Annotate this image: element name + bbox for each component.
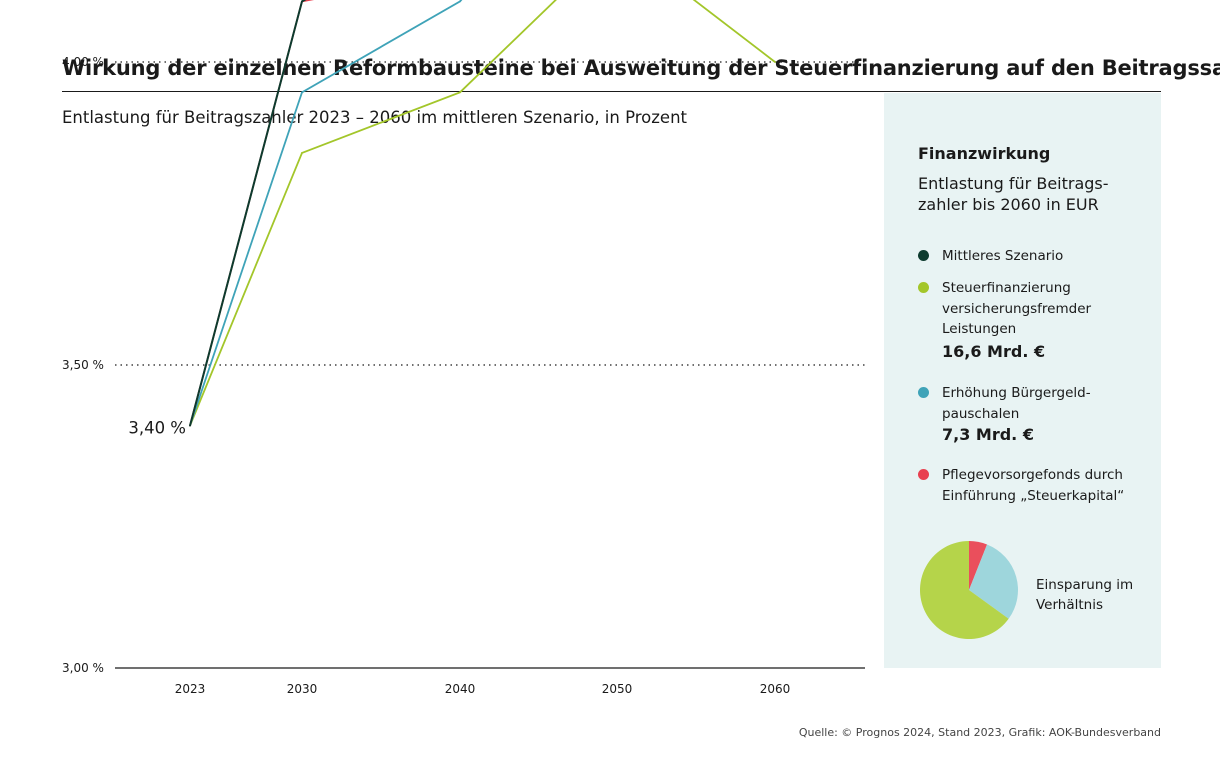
legend-amount: 16,6 Mrd. € [942,342,1046,361]
legend-label: Erhöhung Bürgergeld-pauschalen [942,385,1091,422]
series-line-mittleres [189,0,307,426]
legend-dot-buergergeld [918,387,929,398]
x-tick-label: 2040 [445,682,476,696]
pie-slice-pie_pflege [969,541,988,590]
pie-label: Einsparung im Verhältnis [1036,577,1134,613]
panel-subtitle: Entlastung für Beitrags-zahler bis 2060 … [918,174,1109,214]
legend-dot-pflege [918,469,929,480]
title-divider [62,91,1161,92]
data-point-mittleres [189,424,191,427]
y-tick-label: 3,50 % [62,358,104,372]
x-tick-label: 2030 [287,682,318,696]
finance-panel: Finanzwirkung Entlastung für Beitrags-za… [884,93,1161,668]
pie-slice-pie_steuer [920,541,1009,639]
data-point-steuer [774,61,776,63]
x-tick-label: 2060 [760,682,791,696]
line-chart: 3,00 %3,50 %4,00 %4,50 %2023203020402050… [62,0,865,696]
x-tick-label: 2023 [175,682,206,696]
legend-label: Steuerfinanzierung versicherungsfremder … [942,280,1092,337]
pie-chart [920,541,1018,639]
data-point-mittleres [301,0,303,3]
pie-slice-pie_buergergeld [969,544,1018,619]
data-point-steuer [301,152,303,154]
chart-subtitle: Entlastung für Beitragszahler 2023 – 206… [62,108,688,127]
x-tick-label: 2050 [602,682,633,696]
y-tick-label: 4,00 % [62,55,104,69]
data-point-buergergeld [459,0,461,3]
chart-title: Wirkung der einzelnen Reformbausteine be… [62,56,1220,80]
y-tick-label: 3,00 % [62,661,104,675]
series-line-steuer [189,0,776,426]
legend-label: Mittleres Szenario [942,248,1064,264]
source-note: Quelle: © Prognos 2024, Stand 2023, Graf… [798,726,1161,739]
data-point-steuer [459,91,461,94]
legend-label: Pflegevorsorgefonds durch Einführung „St… [942,467,1125,504]
legend-dot-mittleres [918,250,929,261]
legend-amount: 7,3 Mrd. € [942,425,1034,444]
panel-title: Finanzwirkung [918,144,1051,163]
legend-dot-steuer [918,282,929,293]
data-label: 3,40 % [128,419,186,438]
data-point-buergergeld [301,91,303,94]
